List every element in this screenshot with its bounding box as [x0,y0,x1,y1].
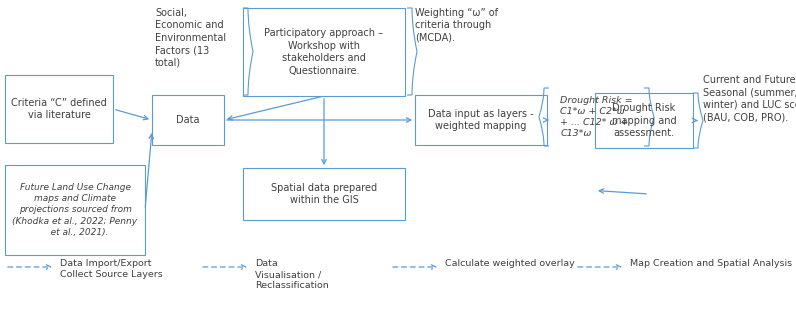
FancyBboxPatch shape [243,8,405,96]
Text: Drought Risk =
C1*ω + C2*ω
+ ... C12* ω +
C13*ω: Drought Risk = C1*ω + C2*ω + ... C12* ω … [560,96,633,138]
FancyBboxPatch shape [152,95,224,145]
Text: Data: Data [176,115,200,125]
Text: Spatial data prepared
within the GIS: Spatial data prepared within the GIS [271,183,377,205]
Text: Future Land Use Change
maps and Climate
projections sourced from
(Khodka et al.,: Future Land Use Change maps and Climate … [13,183,138,237]
Text: Map Creation and Spatial Analysis: Map Creation and Spatial Analysis [630,259,792,268]
FancyBboxPatch shape [243,168,405,220]
Text: Current and Future.
Seasonal (summer, wet,
winter) and LUC scenarios
(BAU, COB, : Current and Future. Seasonal (summer, we… [703,75,796,122]
Text: Social,
Economic and
Environmental
Factors (13
total): Social, Economic and Environmental Facto… [155,8,226,67]
Text: Data Import/Export
Collect Source Layers: Data Import/Export Collect Source Layers [60,259,162,279]
FancyBboxPatch shape [5,75,113,143]
Text: Drought Risk
mapping and
assessment.: Drought Risk mapping and assessment. [611,103,677,138]
FancyBboxPatch shape [595,93,693,148]
Text: Weighting “ω” of
criteria through
(MCDA).: Weighting “ω” of criteria through (MCDA)… [415,8,498,43]
Text: Calculate weighted overlay: Calculate weighted overlay [445,259,575,268]
Text: Data input as layers -
weighted mapping: Data input as layers - weighted mapping [428,109,534,131]
Text: Participatory approach –
Workshop with
stakeholders and
Questionnaire.: Participatory approach – Workshop with s… [264,28,384,76]
Text: Criteria “C” defined
via literature: Criteria “C” defined via literature [11,98,107,120]
FancyBboxPatch shape [415,95,547,145]
Text: Data
Visualisation /
Reclassification: Data Visualisation / Reclassification [255,259,329,290]
FancyBboxPatch shape [5,165,145,255]
